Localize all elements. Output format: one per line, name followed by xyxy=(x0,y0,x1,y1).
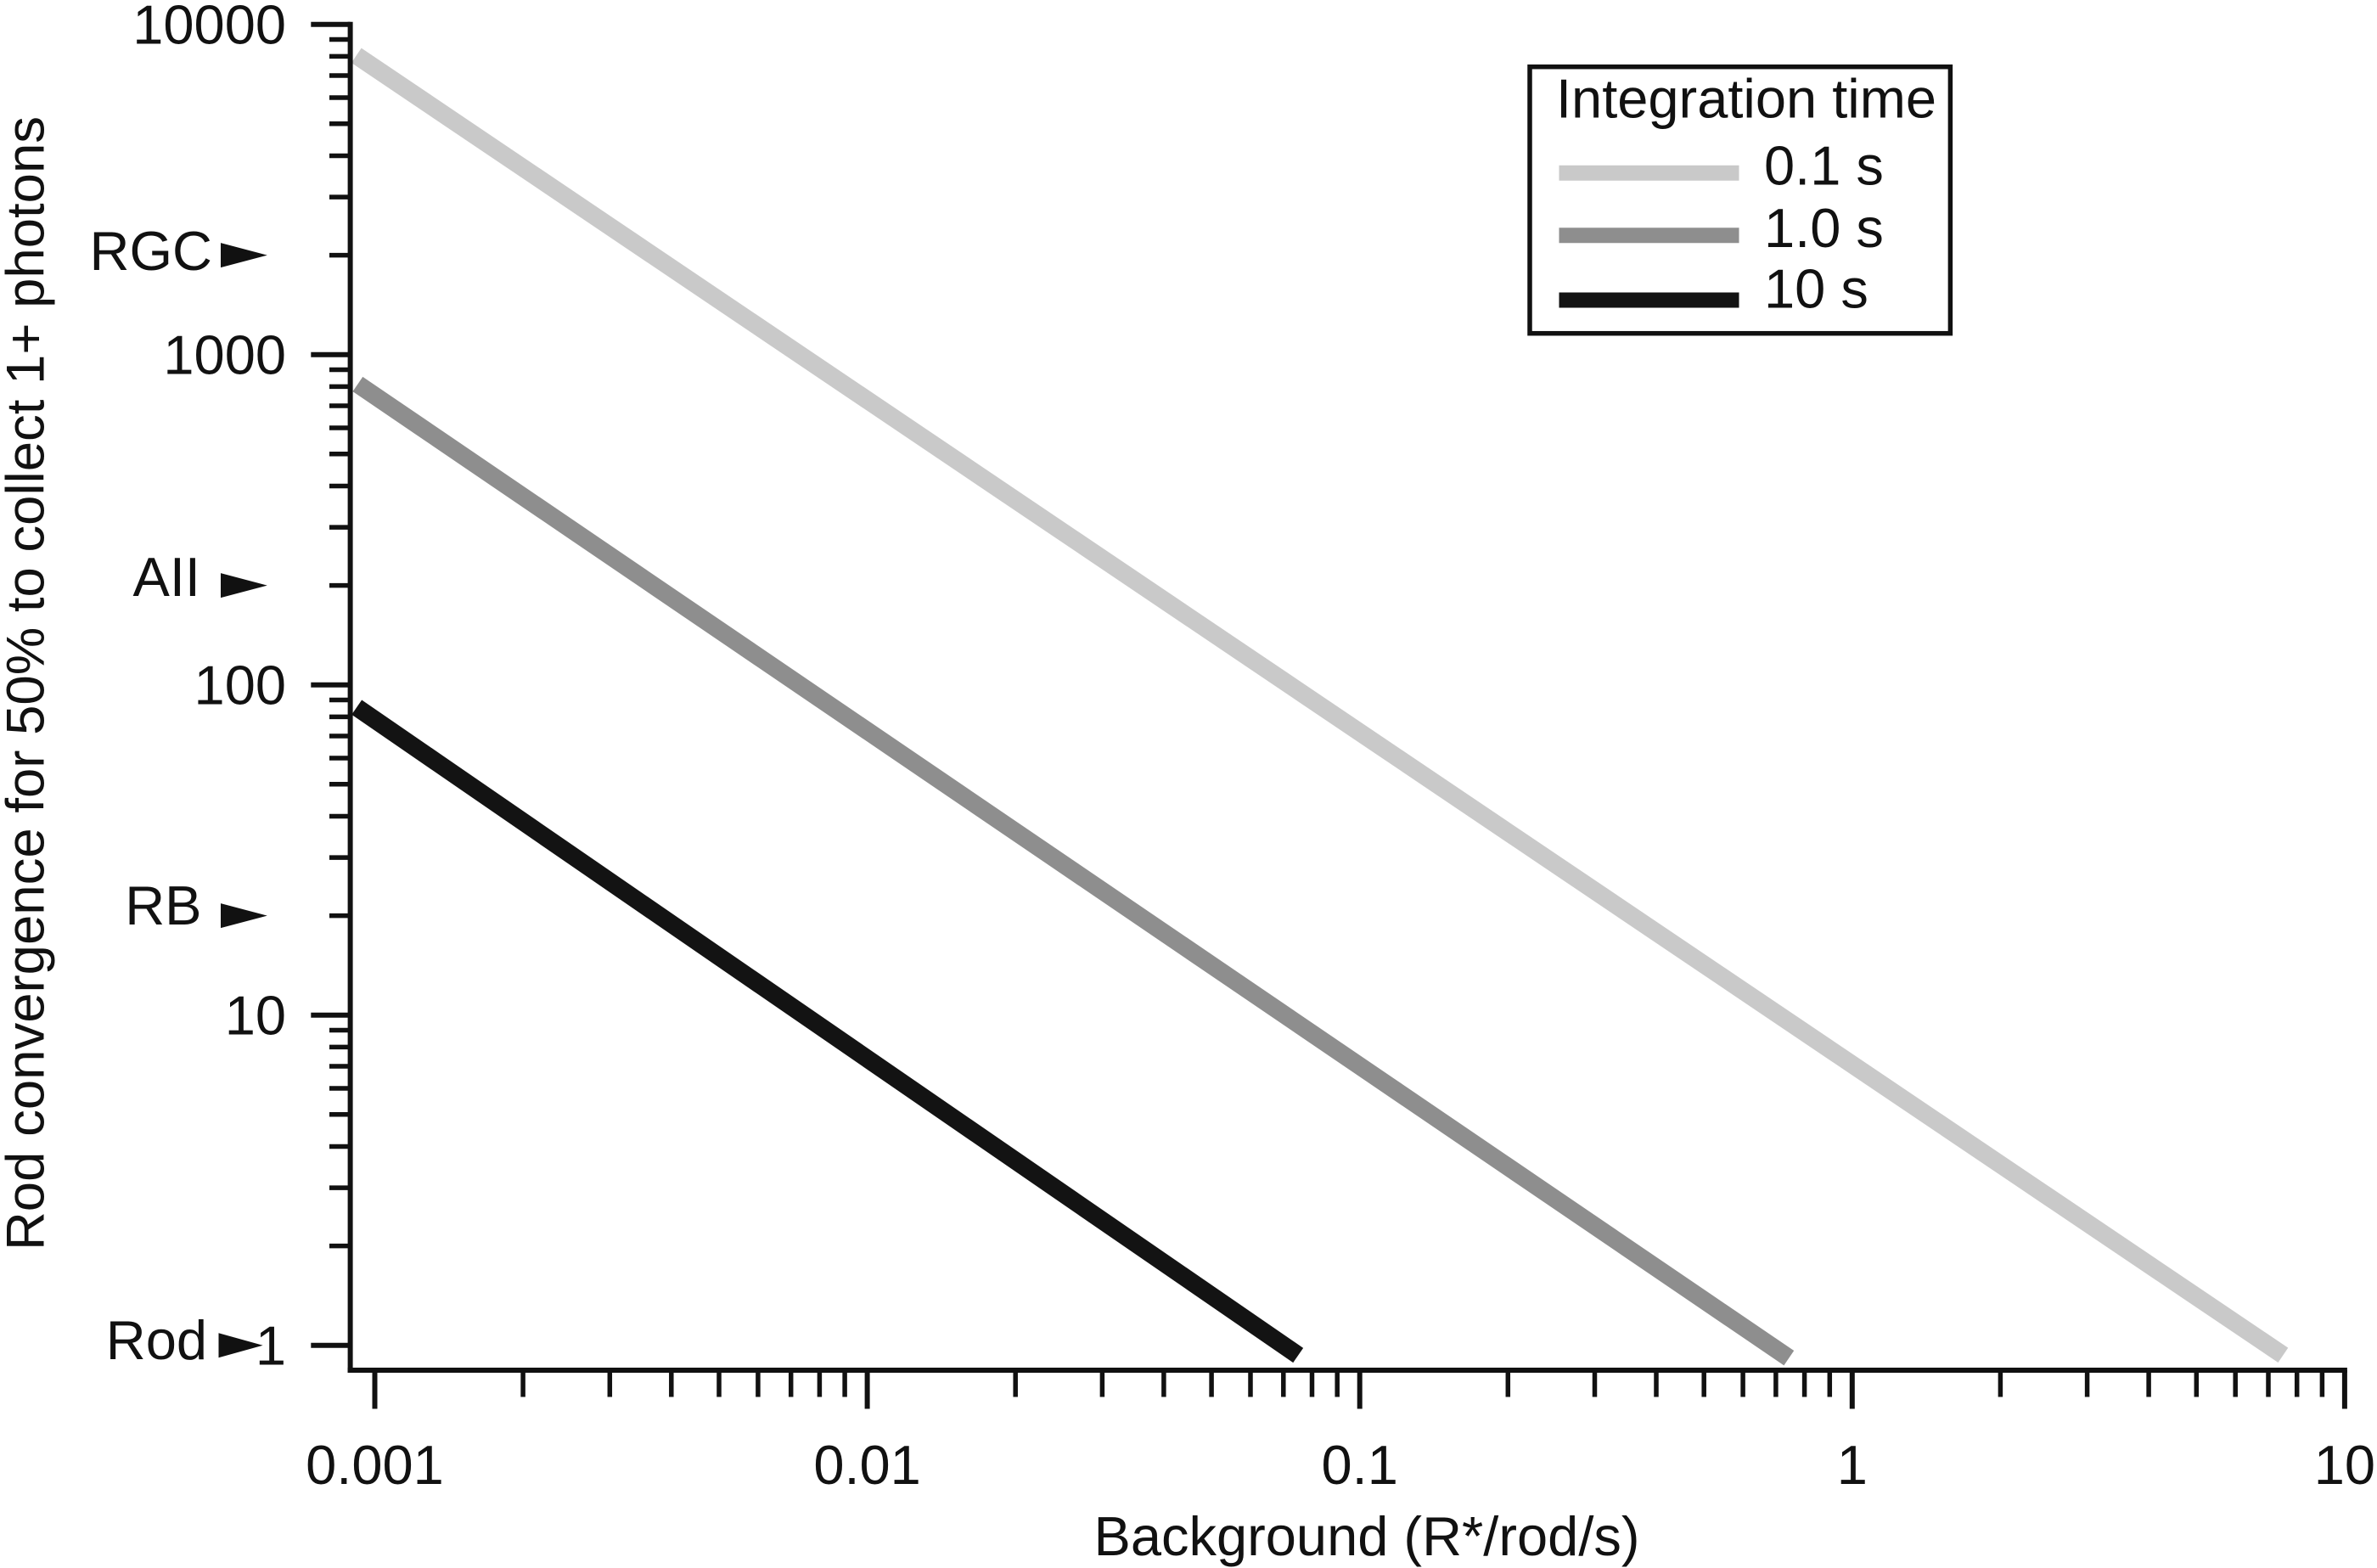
svg-text:10: 10 xyxy=(225,985,286,1047)
svg-text:RB: RB xyxy=(125,874,201,936)
svg-text:100: 100 xyxy=(194,655,286,717)
svg-text:Integration time: Integration time xyxy=(1556,67,1936,129)
svg-text:1: 1 xyxy=(1837,1434,1868,1496)
svg-text:10: 10 xyxy=(2314,1434,2375,1496)
svg-text:Rod convergence for 50% to col: Rod convergence for 50% to collect 1+ ph… xyxy=(0,116,56,1250)
svg-text:1.0 s: 1.0 s xyxy=(1764,197,1884,259)
svg-text:RGC: RGC xyxy=(90,220,212,282)
svg-text:AII: AII xyxy=(133,546,200,608)
svg-text:0.01: 0.01 xyxy=(813,1434,921,1496)
svg-text:0.1: 0.1 xyxy=(1322,1434,1398,1496)
svg-text:0.001: 0.001 xyxy=(306,1434,444,1496)
svg-text:Rod: Rod xyxy=(106,1309,207,1371)
svg-text:0.1 s: 0.1 s xyxy=(1764,135,1884,197)
svg-text:1000: 1000 xyxy=(163,324,286,386)
svg-text:Background (R*/rod/s): Background (R*/rod/s) xyxy=(1093,1505,1639,1567)
svg-text:10000: 10000 xyxy=(132,0,286,56)
svg-text:10 s: 10 s xyxy=(1764,258,1868,320)
